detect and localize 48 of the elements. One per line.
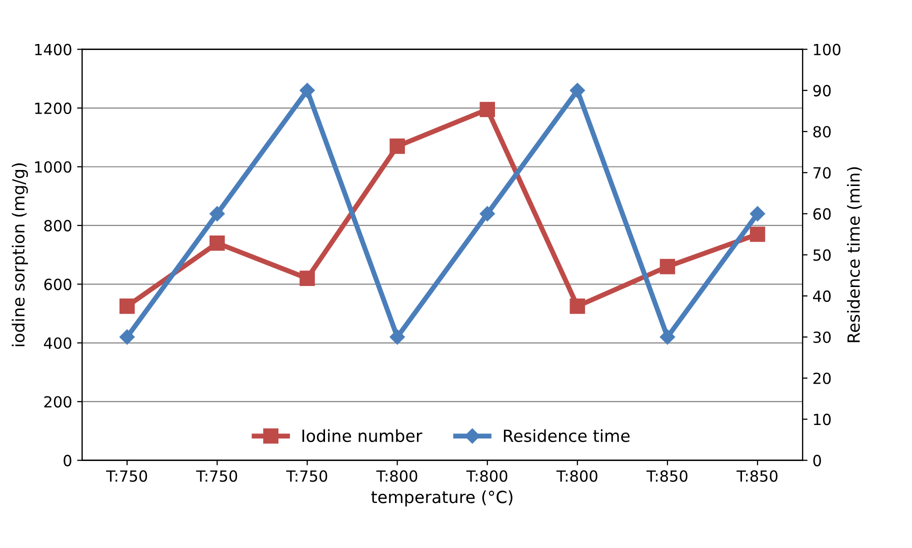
point bbox=[750, 206, 766, 222]
point bbox=[390, 329, 405, 345]
y-tick-label: 600 bbox=[44, 278, 72, 290]
y2-tick-label: 10 bbox=[814, 414, 831, 426]
point bbox=[480, 206, 495, 222]
point bbox=[480, 102, 495, 118]
x-tick-label: T:750 bbox=[286, 470, 328, 482]
y-tick-label: 1000 bbox=[35, 161, 72, 173]
y-tick-label: 800 bbox=[44, 220, 72, 232]
x-tick-label: T:750 bbox=[106, 470, 148, 482]
y2-tick-label: 90 bbox=[813, 84, 831, 96]
point bbox=[120, 329, 135, 345]
point bbox=[660, 329, 676, 345]
y2-tick-label: 60 bbox=[813, 208, 831, 220]
x-tick-label: T:800 bbox=[466, 470, 508, 482]
y2-tick-label: 0 bbox=[813, 454, 821, 466]
x-tick-label: T:800 bbox=[376, 470, 418, 482]
y2-tick-label: 100 bbox=[814, 44, 840, 56]
x-axis-title: temperature (°C) bbox=[371, 490, 512, 507]
x-tick-label: T:850 bbox=[736, 470, 778, 482]
point bbox=[750, 226, 766, 242]
point bbox=[300, 270, 315, 286]
y-tick-label: 0 bbox=[64, 454, 72, 466]
y-tick-label: 400 bbox=[44, 337, 72, 349]
y2-axis-title: Residence time (min) bbox=[847, 167, 862, 342]
y2-tick-label: 30 bbox=[813, 331, 831, 344]
point bbox=[300, 82, 315, 98]
point bbox=[390, 138, 405, 154]
y-axis-title: iodine sorption (mg/g) bbox=[12, 163, 28, 346]
y-tick-label: 1200 bbox=[35, 102, 72, 114]
y2-tick-label: 70 bbox=[814, 167, 831, 179]
y2-tick-label: 40 bbox=[813, 290, 831, 302]
y-tick-label: 1400 bbox=[35, 44, 72, 56]
point bbox=[119, 298, 135, 314]
x-tick-label: T:850 bbox=[646, 470, 688, 482]
x-tick-label: T:750 bbox=[196, 470, 238, 482]
legend-label: Iodine number bbox=[302, 429, 422, 442]
x-tick-label: T:800 bbox=[556, 470, 598, 482]
y2-tick-label: 80 bbox=[813, 126, 831, 138]
point bbox=[660, 258, 676, 274]
legend-label: Residence time bbox=[504, 429, 630, 442]
point bbox=[210, 235, 225, 251]
point bbox=[570, 82, 585, 98]
point bbox=[570, 298, 586, 314]
y2-tick-label: 20 bbox=[813, 372, 831, 384]
point bbox=[210, 206, 225, 222]
y2-tick-label: 50 bbox=[813, 249, 831, 261]
y-tick-label: 200 bbox=[44, 396, 72, 408]
